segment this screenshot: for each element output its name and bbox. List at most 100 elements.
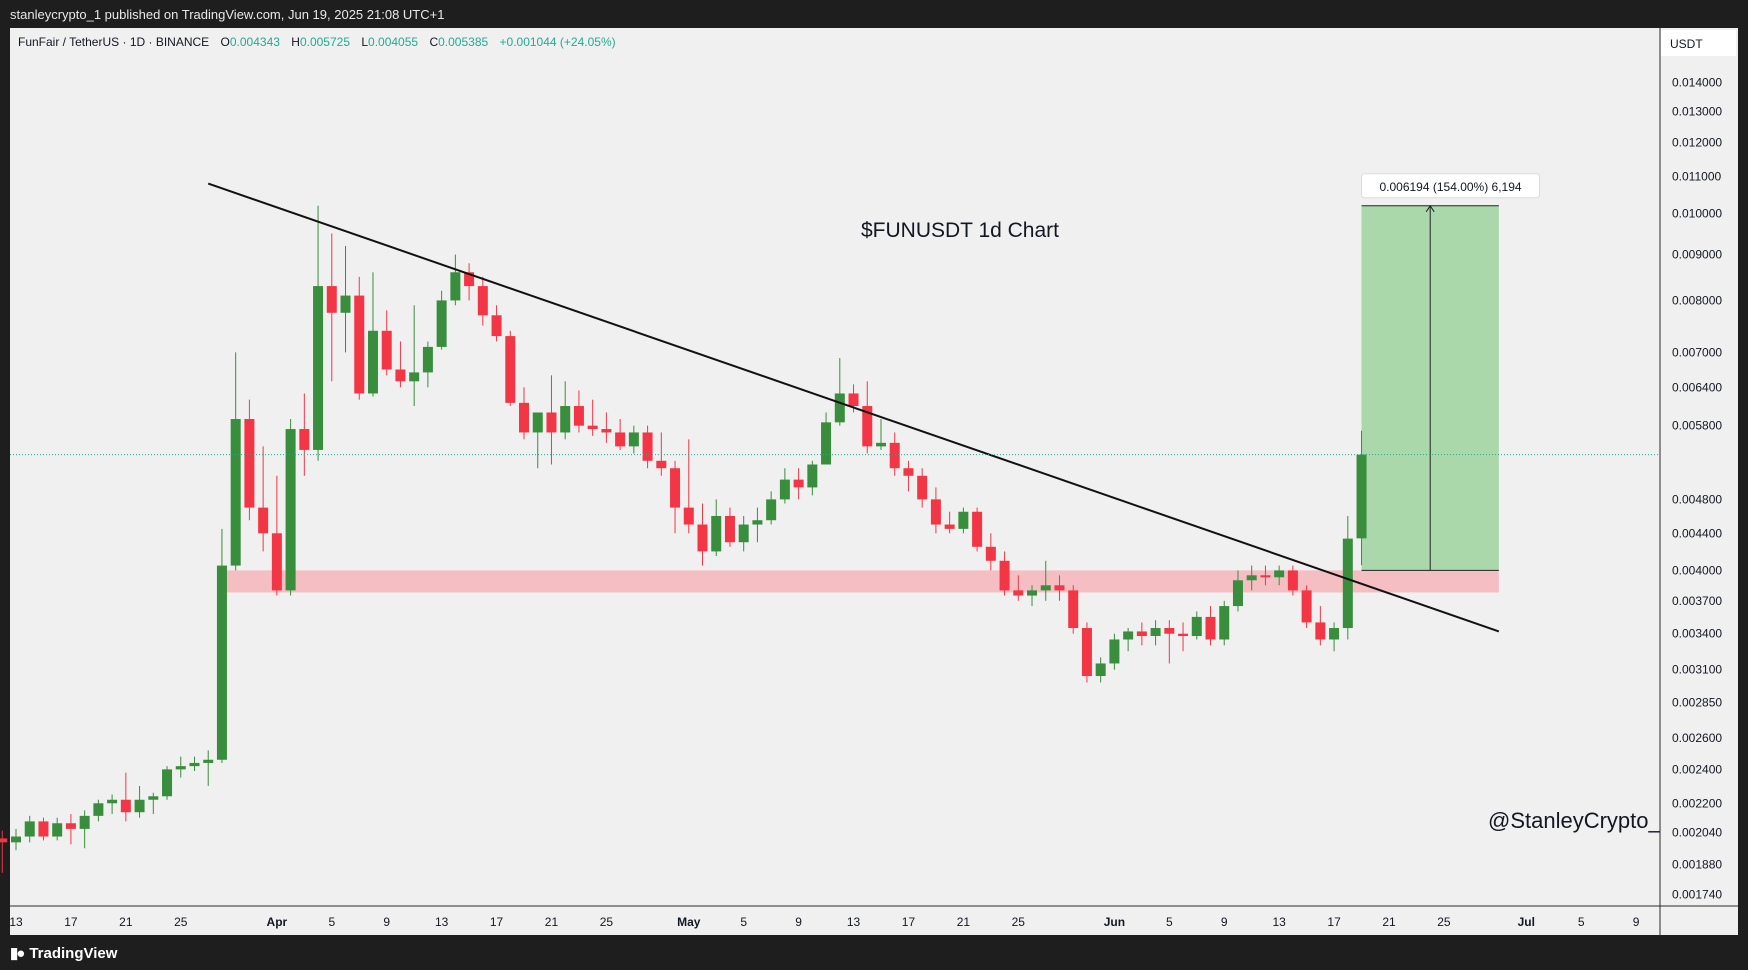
x-tick-label: 25: [1012, 915, 1026, 929]
candle-down: [601, 412, 612, 443]
y-tick-label: 0.006400: [1672, 380, 1722, 394]
candle-down: [793, 468, 804, 500]
change-value: +0.001044 (+24.05%): [499, 35, 616, 49]
candle-body: [752, 520, 763, 525]
candle-body: [573, 406, 584, 426]
candle-body: [395, 369, 406, 382]
candle-up: [766, 491, 777, 525]
candle-up: [875, 419, 886, 450]
candle-down: [271, 475, 282, 596]
x-tick-label: 9: [1633, 915, 1640, 929]
candle-up: [134, 785, 145, 818]
y-tick-label: 0.002400: [1672, 762, 1722, 776]
candle-down: [683, 439, 694, 534]
candle-body: [1205, 616, 1216, 640]
candle-down: [1205, 606, 1216, 646]
target-label-box: [1361, 173, 1541, 199]
candle-up: [1191, 611, 1202, 640]
candle-body: [999, 560, 1010, 591]
candle-body: [711, 515, 722, 552]
watermark-handle: @StanleyCrypto_1: [1488, 808, 1673, 833]
candle-body: [436, 300, 447, 347]
candle-down: [258, 446, 269, 552]
candle-up: [834, 358, 845, 426]
candle-up: [807, 460, 818, 496]
candle-up: [958, 507, 969, 534]
candle-body: [628, 432, 639, 447]
y-tick-label: 0.002600: [1672, 731, 1722, 745]
candle-body: [1329, 628, 1340, 640]
candle-body: [615, 432, 626, 447]
candle-up: [1150, 620, 1161, 646]
candle-body: [189, 762, 200, 767]
support-zone: [221, 570, 1499, 593]
y-tick-label: 0.001740: [1672, 888, 1722, 902]
candle-body: [1150, 628, 1161, 637]
candle-up: [79, 810, 90, 849]
tradingview-brand[interactable]: ▮● TradingView: [10, 944, 117, 963]
x-tick-label: Jun: [1104, 915, 1125, 929]
candle-down: [65, 814, 76, 845]
candle-body: [354, 295, 365, 394]
candle-body: [546, 412, 557, 433]
candle-down: [697, 503, 708, 566]
candle-up: [189, 756, 200, 772]
candle-down: [999, 551, 1010, 596]
candle-down: [1013, 575, 1024, 601]
candle-down: [972, 507, 983, 552]
candle-body: [505, 336, 516, 403]
candle-body: [1287, 570, 1298, 591]
x-tick-label: May: [677, 915, 701, 929]
candle-up: [1219, 600, 1230, 646]
candle-up: [1109, 633, 1120, 670]
candle-body: [821, 422, 832, 465]
candle-body: [532, 412, 543, 433]
x-tick-label: 13: [435, 915, 449, 929]
candle-up: [285, 419, 296, 596]
candle-body: [38, 821, 49, 837]
candle-up: [175, 756, 186, 778]
candle-body: [216, 565, 227, 760]
y-tick-label: 0.008000: [1672, 293, 1722, 307]
candle-up: [450, 254, 461, 306]
candle-body: [464, 272, 475, 287]
candle-body: [1356, 454, 1367, 539]
currency-label: USDT: [1670, 37, 1703, 51]
symbol-name[interactable]: FunFair / TetherUS · 1D · BINANCE: [18, 35, 210, 49]
candle-body: [244, 419, 255, 508]
candle-body: [807, 464, 818, 488]
candle-body: [1040, 585, 1051, 591]
candle-up: [711, 499, 722, 557]
tradingview-logo-icon: ▮●: [10, 945, 25, 962]
y-tick-label: 0.002200: [1672, 796, 1722, 810]
candle-up: [24, 815, 35, 843]
candle-body: [779, 479, 790, 500]
candle-up: [107, 794, 118, 815]
candle-down: [381, 310, 392, 376]
y-tick-label: 0.004000: [1672, 563, 1722, 577]
candle-down: [985, 533, 996, 571]
x-tick-label: 5: [740, 915, 747, 929]
candle-up: [752, 507, 763, 543]
x-tick-label: Apr: [267, 915, 288, 929]
y-tick-label: 0.013000: [1672, 104, 1722, 118]
x-tick-label: 25: [600, 915, 614, 929]
high-value: 0.005725: [299, 35, 350, 49]
chart-title: $FUNUSDT 1d Chart: [861, 219, 1059, 242]
candle-body: [367, 330, 378, 394]
x-tick-label: 5: [1578, 915, 1585, 929]
candle-down: [326, 233, 337, 382]
candle-body: [313, 286, 324, 450]
y-tick-label: 0.010000: [1672, 206, 1722, 220]
candle-down: [1260, 565, 1271, 586]
candle-body: [409, 372, 420, 382]
candle-body: [24, 821, 35, 837]
candle-body: [1054, 585, 1065, 591]
open-label: O: [220, 35, 230, 49]
candle-up: [52, 817, 63, 841]
candle-down: [519, 387, 530, 440]
x-tick-label: 13: [1272, 915, 1286, 929]
y-tick-label: 0.003700: [1672, 594, 1722, 608]
candle-up: [422, 341, 433, 388]
